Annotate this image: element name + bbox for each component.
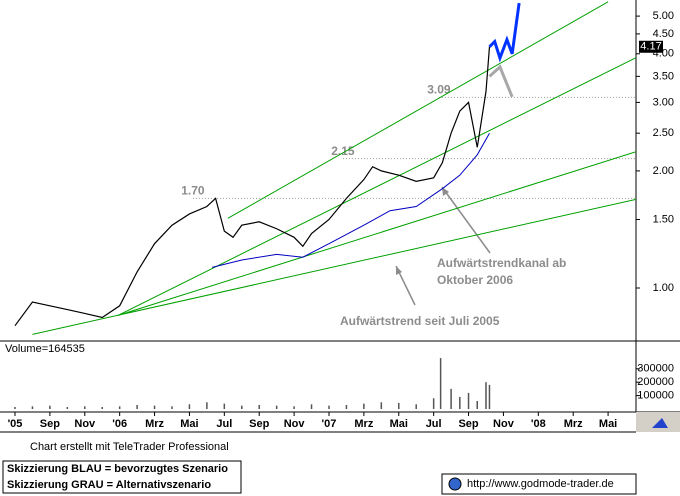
arrow bbox=[441, 186, 491, 254]
icon bbox=[652, 418, 668, 428]
x-tick-label: '06 bbox=[112, 418, 127, 430]
globe-icon bbox=[448, 477, 462, 491]
x-tick-label: Nov bbox=[284, 418, 306, 430]
trend-line bbox=[227, 1, 609, 219]
legend-box bbox=[2, 460, 242, 494]
scenario-blue bbox=[488, 2, 521, 63]
arrow-head bbox=[442, 187, 449, 196]
volume-label: Volume=164535 bbox=[5, 343, 85, 355]
annotation: Aufwärtstrendkanal ab bbox=[437, 256, 566, 270]
x-tick-label: '07 bbox=[322, 418, 337, 430]
price-line bbox=[14, 46, 491, 327]
y-tick-label: 1.00 bbox=[653, 282, 674, 294]
level-label: 2.15 bbox=[331, 144, 355, 158]
x-tick-label: Mrz bbox=[145, 418, 164, 430]
y-tick-label: 4.50 bbox=[653, 28, 674, 40]
y-tick-label: 100000 bbox=[637, 390, 674, 402]
trend-line bbox=[117, 57, 637, 316]
x-tick-label: Nov bbox=[493, 418, 515, 430]
y-tick-label: 200000 bbox=[637, 376, 674, 388]
url-box bbox=[441, 473, 637, 495]
x-tick-label: Mai bbox=[180, 418, 198, 430]
legend-blue: Skizzierung BLAU = bevorzugtes Szenario bbox=[7, 463, 228, 475]
y-tick-label: 5.00 bbox=[653, 10, 674, 22]
x-tick-label: Mai bbox=[599, 418, 617, 430]
trend-line bbox=[117, 151, 637, 316]
y-tick-label: 3.50 bbox=[653, 70, 674, 82]
annotation: Aufwärtstrend seit Juli 2005 bbox=[340, 314, 500, 328]
y-tick-label: 3.00 bbox=[653, 96, 674, 108]
x-tick-label: '05 bbox=[8, 418, 23, 430]
legend-gray: Skizzierung GRAU = Alternativszenario bbox=[7, 479, 211, 491]
x-tick-label: Mrz bbox=[564, 418, 583, 430]
y-tick-label: 1.50 bbox=[653, 213, 674, 225]
scenario-gray bbox=[488, 64, 514, 98]
x-tick-label: Sep bbox=[40, 418, 60, 430]
x-tick-label: '08 bbox=[531, 418, 546, 430]
x-tick-label: Jul bbox=[426, 418, 442, 430]
last-price-box bbox=[639, 40, 663, 53]
x-tick-label: Mrz bbox=[354, 418, 373, 430]
moving-average bbox=[211, 132, 490, 268]
y-tick-label: 2.50 bbox=[653, 127, 674, 139]
x-tick-label: Sep bbox=[458, 418, 478, 430]
last-price-label: 4.17 bbox=[640, 41, 661, 53]
credit: Chart erstellt mit TeleTrader Profession… bbox=[30, 441, 229, 453]
x-tick-label: Sep bbox=[249, 418, 269, 430]
annotation: Oktober 2006 bbox=[437, 273, 513, 287]
x-tick-label: Mai bbox=[390, 418, 408, 430]
x-tick-label: Jul bbox=[216, 418, 232, 430]
x-tick-label: Nov bbox=[74, 418, 96, 430]
level-label: 3.09 bbox=[427, 83, 451, 97]
url: http://www.godmode-trader.de bbox=[467, 478, 614, 490]
y-tick-label: 2.00 bbox=[653, 165, 674, 177]
arrow-head bbox=[396, 266, 402, 275]
level-label: 1.70 bbox=[181, 184, 205, 198]
trend-line bbox=[32, 198, 637, 335]
y-tick-label: 300000 bbox=[637, 363, 674, 375]
